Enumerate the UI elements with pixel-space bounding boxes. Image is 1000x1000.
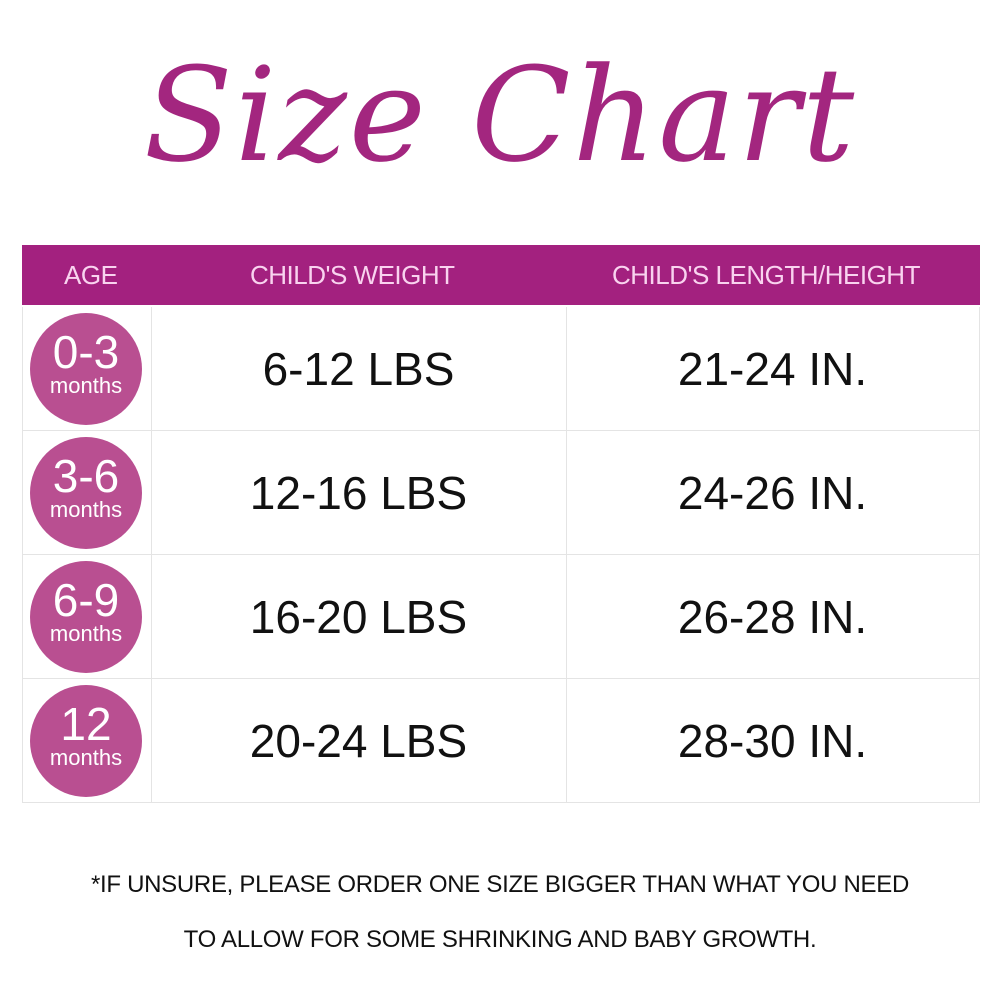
weight-cell: 6-12 LBS — [151, 307, 567, 430]
length-cell: 28-30 IN. — [677, 714, 868, 767]
page-title: Size Chart — [143, 39, 857, 191]
age-unit: months — [49, 497, 123, 522]
age-badge: 3-6 months — [30, 437, 142, 549]
note-line-2: TO ALLOW FOR SOME SHRINKING AND BABY GRO… — [183, 926, 817, 953]
header-weight: CHILD'S WEIGHT — [250, 260, 455, 290]
age-badge: 0-3 months — [30, 313, 142, 425]
table-row: 0-3 months 6-12 LBS 21-24 IN. — [22, 307, 980, 431]
length-cell: 21-24 IN. — [677, 342, 868, 395]
note-line-1: *IF UNSURE, PLEASE ORDER ONE SIZE BIGGER… — [90, 871, 909, 898]
age-value: 0-3 — [52, 326, 120, 378]
table-header: AGE CHILD'S WEIGHT CHILD'S LENGTH/HEIGHT — [22, 245, 980, 305]
age-badge: 12 months — [30, 685, 142, 797]
header-length: CHILD'S LENGTH/HEIGHT — [612, 260, 920, 290]
table-row: 3-6 months 12-16 LBS 24-26 IN. — [22, 431, 980, 555]
length-cell: 26-28 IN. — [677, 590, 868, 643]
length-cell: 24-26 IN. — [677, 466, 868, 519]
weight-cell: 20-24 LBS — [151, 679, 567, 802]
table-row: 6-9 months 16-20 LBS 26-28 IN. — [22, 555, 980, 679]
size-table: 0-3 months 6-12 LBS 21-24 IN. 3-6 months 1… — [22, 307, 980, 803]
age-value: 3-6 — [52, 450, 120, 502]
age-badge: 6-9 months — [30, 561, 142, 673]
age-unit: months — [49, 373, 123, 398]
age-value: 12 — [60, 698, 112, 750]
age-unit: months — [49, 621, 123, 646]
header-age: AGE — [64, 260, 118, 290]
weight-cell: 12-16 LBS — [151, 431, 567, 554]
age-unit: months — [49, 745, 123, 770]
weight-cell: 16-20 LBS — [151, 555, 567, 678]
age-value: 6-9 — [52, 574, 120, 626]
table-row: 12 months 20-24 LBS 28-30 IN. — [22, 679, 980, 803]
